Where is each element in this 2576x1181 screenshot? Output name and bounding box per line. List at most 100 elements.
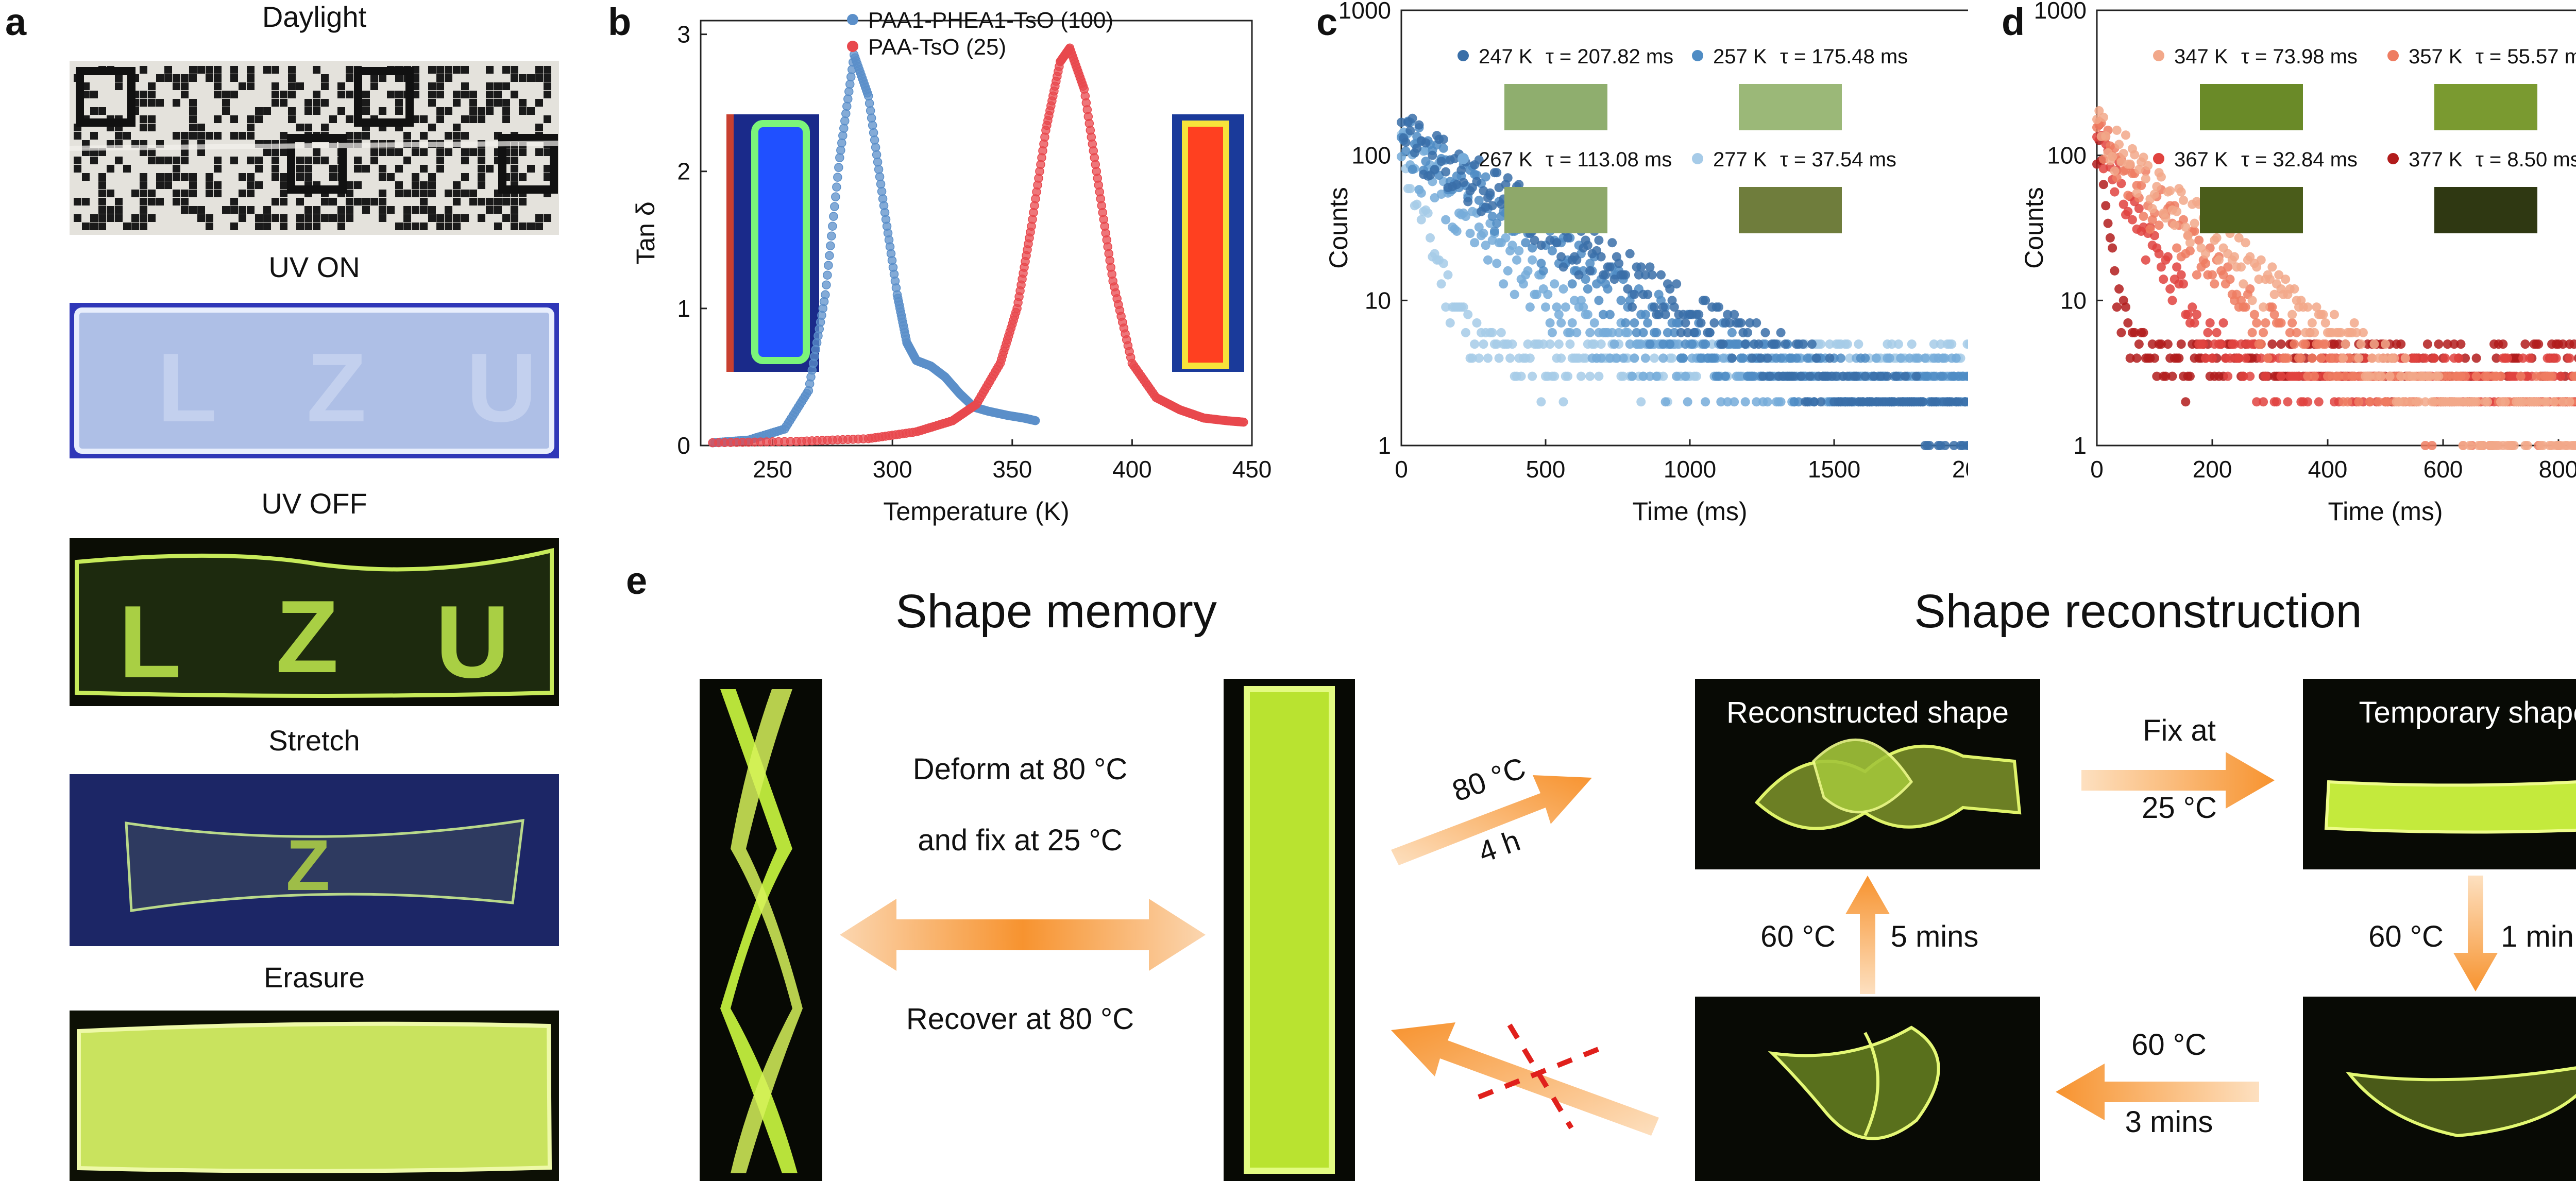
data-point [2259, 397, 2268, 407]
legend-marker [1692, 153, 1703, 164]
data-point [1528, 255, 1537, 265]
x-tick-label: 450 [1232, 456, 1272, 483]
legend-label: 367 K [2174, 148, 2228, 171]
data-point [2141, 174, 2150, 184]
data-point [2310, 328, 2319, 337]
data-point [1550, 371, 1560, 381]
data-point [1632, 328, 1641, 337]
data-point [1845, 353, 1855, 363]
data-point [2201, 249, 2211, 259]
data-point [2259, 302, 2268, 312]
data-point [2292, 328, 2301, 337]
data-point [2573, 398, 2576, 406]
data-point [2303, 302, 2313, 312]
data-point [1456, 165, 1466, 175]
data-point [1628, 302, 1637, 312]
data-point-paa1-phea1 [871, 143, 880, 152]
data-point [1625, 249, 1635, 259]
legend-tau-label: τ = 8.50 ms [2476, 148, 2576, 171]
data-point [1467, 353, 1477, 363]
data-point [1645, 262, 1655, 272]
data-point [1718, 339, 1728, 349]
data-point [2405, 397, 2415, 407]
data-point [1474, 195, 1484, 205]
data-point [1650, 302, 1659, 312]
data-point [1789, 371, 1799, 381]
data-point [2281, 275, 2291, 284]
data-point [1660, 397, 1670, 407]
data-point [2318, 310, 2328, 319]
data-point [2285, 328, 2295, 337]
data-point [1772, 339, 1781, 349]
data-point [1756, 353, 1766, 363]
data-point [2114, 284, 2124, 294]
data-point [2241, 302, 2250, 312]
legend-marker [2387, 50, 2399, 61]
deform-line-2: and fix at 25 °C [918, 824, 1123, 857]
data-point [1887, 339, 1896, 349]
data-point [1636, 262, 1646, 272]
data-point [1683, 328, 1692, 337]
data-point [1758, 371, 1768, 381]
data-point [1832, 371, 1841, 381]
y-axis-label: Counts [1324, 187, 1353, 268]
data-point [1727, 353, 1737, 363]
data-point [1401, 138, 1411, 147]
data-point [1507, 241, 1517, 250]
x-tick-label: 0 [2090, 456, 2104, 483]
data-point [2338, 353, 2348, 363]
data-point [2143, 161, 2153, 170]
data-point [1443, 270, 1453, 280]
data-point [2352, 328, 2361, 337]
data-point [2269, 310, 2279, 319]
data-point [2525, 353, 2534, 363]
data-point [1854, 339, 1863, 349]
data-point [2272, 397, 2281, 407]
legend-marker [2153, 153, 2164, 164]
data-point [2259, 328, 2268, 337]
legend-tau-label: τ = 32.84 ms [2241, 148, 2358, 171]
data-point [1528, 371, 1537, 381]
data-point [2156, 172, 2166, 182]
data-point [1681, 371, 1690, 381]
data-point [1638, 328, 1648, 337]
legend-marker [847, 14, 858, 25]
data-point [1545, 318, 1555, 328]
data-point [2461, 371, 2470, 381]
data-point [2336, 328, 2346, 337]
data-point [1929, 339, 1939, 349]
caption-erasure: Erasure [263, 961, 365, 994]
caption-uv-on: UV ON [268, 251, 360, 283]
x-tick-label: 300 [873, 456, 912, 483]
chart-d: 020040060080010001101001000Time (ms)Coun… [2020, 0, 2576, 526]
data-point [2127, 215, 2137, 225]
data-point [1574, 270, 1584, 280]
data-point [1714, 302, 1723, 312]
cross-mark-icon [1478, 1023, 1608, 1129]
data-point [2163, 339, 2173, 349]
data-point [2147, 339, 2157, 349]
data-point [2154, 220, 2164, 230]
data-point [1492, 259, 1502, 268]
data-point [1596, 353, 1606, 363]
letter-z: Z [276, 579, 338, 694]
data-point [2414, 353, 2424, 363]
data-point [1438, 134, 1448, 144]
data-point [1747, 353, 1757, 363]
data-point [2119, 199, 2128, 209]
data-point [1687, 339, 1697, 349]
data-point [2190, 318, 2199, 328]
data-point [1487, 212, 1497, 221]
data-point [2234, 353, 2244, 363]
data-point [1765, 371, 1775, 381]
data-point [2245, 284, 2255, 294]
data-point-paa1-phea1 [873, 157, 883, 167]
data-point [2163, 252, 2173, 262]
data-point [2556, 371, 2566, 381]
data-point [1954, 397, 1963, 407]
data-point [1594, 235, 1604, 245]
data-point [1638, 371, 1648, 381]
double-arrow [840, 899, 1206, 971]
data-point [1397, 117, 1406, 127]
data-point [2534, 339, 2544, 349]
